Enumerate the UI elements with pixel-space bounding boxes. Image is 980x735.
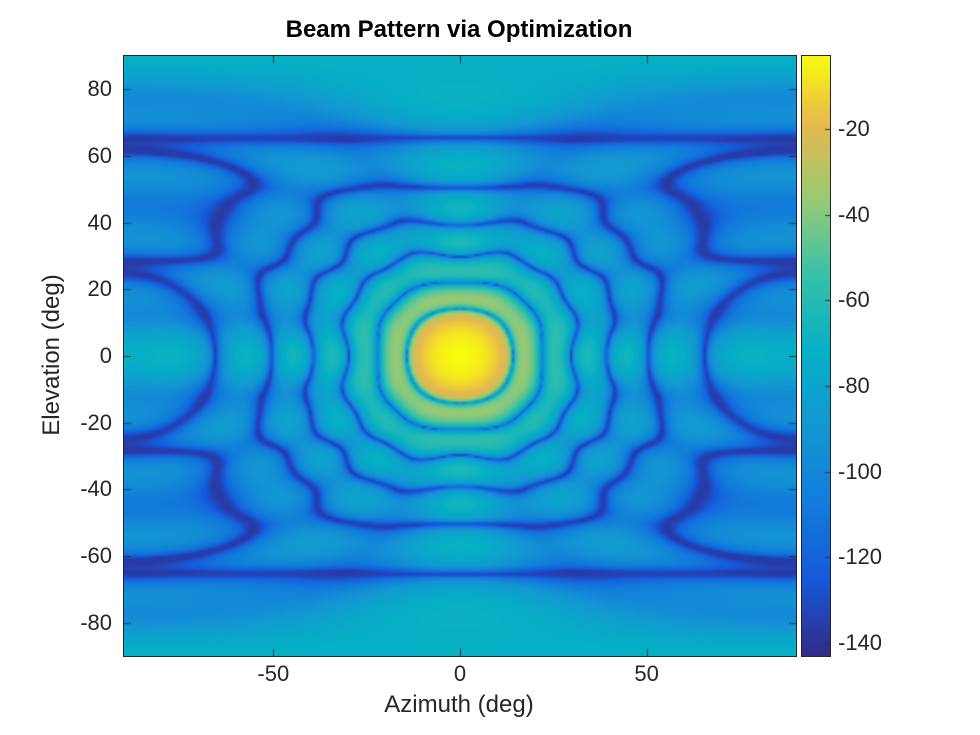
colorbar-gradient-canvas xyxy=(802,56,830,656)
y-axis-tick-labels: 80 60 40 20 0 -20 -40 -60 -80 xyxy=(0,56,112,656)
y-tick-label: -80 xyxy=(80,609,112,635)
y-tick-label: 20 xyxy=(87,276,112,302)
y-tick-label: 0 xyxy=(99,343,112,368)
colorbar-tick-label: -60 xyxy=(838,287,870,313)
colorbar-tick-label: -80 xyxy=(838,373,870,398)
y-tick-label: -40 xyxy=(80,476,112,502)
colorbar-tick-label: -120 xyxy=(838,544,883,570)
colorbar-tick-labels: -20 -40 -60 -80 -100 -120 -140 xyxy=(838,56,958,656)
chart-title: Beam Pattern via Optimization xyxy=(285,16,633,43)
x-axis-label: Azimuth (deg) xyxy=(384,691,534,718)
y-tick-label: 40 xyxy=(87,209,112,235)
y-tick-label: -20 xyxy=(80,409,112,435)
x-tick-label: -50 xyxy=(257,661,290,686)
beam-pattern-heatmap-canvas xyxy=(124,56,796,656)
x-tick-label: 50 xyxy=(634,661,659,686)
x-axis-tick-labels: -50 0 50 xyxy=(124,661,796,687)
colorbar-tick-label: -140 xyxy=(838,630,883,656)
colorbar-tick-label: -20 xyxy=(838,115,870,141)
colorbar xyxy=(801,55,831,657)
y-tick-label: -60 xyxy=(80,543,112,568)
y-tick-label: 80 xyxy=(87,76,112,102)
heatmap-plot-area xyxy=(123,55,797,657)
y-tick-label: 60 xyxy=(87,143,112,168)
x-tick-label: 0 xyxy=(453,661,467,686)
colorbar-tick-label: -100 xyxy=(838,458,883,484)
colorbar-tick-label: -40 xyxy=(838,201,870,227)
